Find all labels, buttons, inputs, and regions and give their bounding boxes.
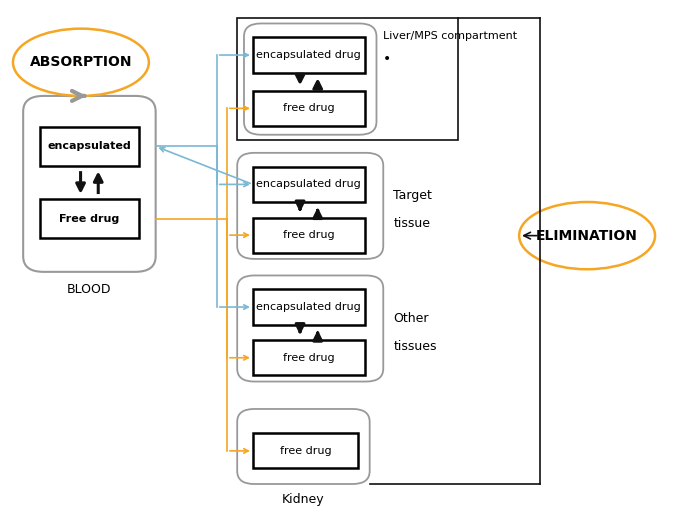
- FancyBboxPatch shape: [237, 18, 458, 140]
- Text: encapsulated drug: encapsulated drug: [256, 50, 361, 60]
- FancyBboxPatch shape: [40, 199, 138, 238]
- Text: Kidney: Kidney: [282, 493, 325, 506]
- Text: tissues: tissues: [393, 340, 437, 353]
- Text: encapsulated drug: encapsulated drug: [256, 302, 361, 312]
- Text: Free drug: Free drug: [60, 214, 119, 224]
- Text: tissue: tissue: [393, 218, 430, 231]
- Ellipse shape: [13, 29, 149, 96]
- FancyBboxPatch shape: [23, 96, 155, 272]
- Text: Liver/MPS compartment: Liver/MPS compartment: [384, 31, 517, 41]
- FancyBboxPatch shape: [253, 433, 358, 469]
- Text: Target: Target: [393, 189, 432, 202]
- Text: BLOOD: BLOOD: [67, 283, 112, 297]
- Text: free drug: free drug: [279, 446, 332, 456]
- Text: Other: Other: [393, 312, 429, 325]
- FancyBboxPatch shape: [253, 218, 365, 253]
- Text: free drug: free drug: [283, 230, 335, 240]
- Text: •: •: [384, 52, 392, 66]
- FancyBboxPatch shape: [253, 38, 365, 73]
- FancyBboxPatch shape: [244, 24, 377, 135]
- Text: free drug: free drug: [283, 353, 335, 363]
- FancyBboxPatch shape: [253, 340, 365, 376]
- Ellipse shape: [519, 202, 655, 269]
- FancyBboxPatch shape: [253, 167, 365, 202]
- FancyBboxPatch shape: [253, 91, 365, 126]
- FancyBboxPatch shape: [253, 289, 365, 325]
- Text: free drug: free drug: [283, 104, 335, 113]
- Text: encapsulated drug: encapsulated drug: [256, 179, 361, 189]
- Text: ELIMINATION: ELIMINATION: [536, 229, 638, 243]
- FancyBboxPatch shape: [237, 409, 370, 484]
- FancyBboxPatch shape: [237, 153, 384, 259]
- Text: ABSORPTION: ABSORPTION: [29, 55, 132, 69]
- Text: encapsulated: encapsulated: [47, 141, 132, 151]
- FancyBboxPatch shape: [40, 127, 138, 166]
- FancyBboxPatch shape: [237, 276, 384, 382]
